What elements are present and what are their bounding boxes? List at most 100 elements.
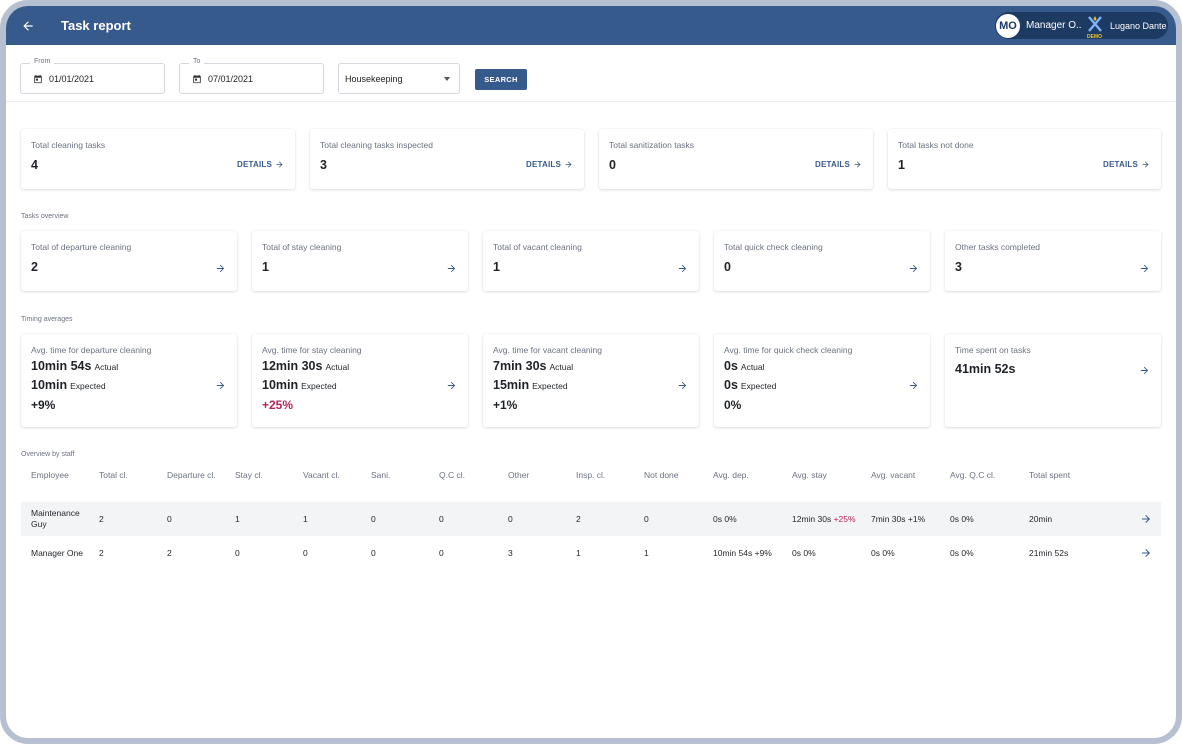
other-tasks: 0 xyxy=(508,514,513,524)
details-link[interactable]: DETAILS xyxy=(526,160,573,169)
overview-card-other[interactable]: Other tasks completed 3 xyxy=(945,231,1161,291)
avg-departure: 10min 54s +9% xyxy=(713,548,772,558)
overview-card-stay[interactable]: Total of stay cleaning 1 xyxy=(252,231,468,291)
avg-time: 0s xyxy=(713,514,722,524)
arrow-right-icon[interactable] xyxy=(1139,512,1153,526)
avg-time: 0s xyxy=(792,548,801,558)
avatar: MO xyxy=(996,13,1020,38)
arrow-right-icon[interactable] xyxy=(213,261,227,275)
arrow-right-icon[interactable] xyxy=(675,261,689,275)
employee-name: Manager One xyxy=(31,548,83,558)
arrow-right-icon[interactable] xyxy=(444,378,458,392)
inspected: 2 xyxy=(576,514,581,524)
stay-cleaning: 0 xyxy=(235,548,240,558)
column-header: Total cl. xyxy=(99,470,128,480)
to-date-value: 07/01/2021 xyxy=(208,73,254,84)
expected-label: Expected xyxy=(532,381,568,391)
card-value: 3 xyxy=(320,158,327,172)
table-row[interactable]: Manager One 2 2 0 0 0 0 3 1 1 10min 54s … xyxy=(21,536,1161,570)
to-date-field[interactable]: To 07/01/2021 xyxy=(179,58,324,94)
column-header: Sani. xyxy=(371,470,391,480)
card-value: 0 xyxy=(609,158,616,172)
summary-card-inspected: Total cleaning tasks inspected 3 DETAILS xyxy=(310,129,584,189)
app-bar: Task report MO Manager O... DEMO Lugano … xyxy=(6,6,1176,45)
overview-card-departure[interactable]: Total of departure cleaning 2 xyxy=(21,231,237,291)
timing-card-vacant[interactable]: Avg. time for vacant cleaning 7min 30s Ac… xyxy=(483,334,699,427)
timing-card-departure[interactable]: Avg. time for departure cleaning 10min 5… xyxy=(21,334,237,427)
vacant-cleaning: 0 xyxy=(303,548,308,558)
back-button[interactable] xyxy=(16,14,40,38)
logo-demo-text: DEMO xyxy=(1087,33,1102,40)
arrow-right-icon[interactable] xyxy=(1137,363,1151,377)
timing-card-time-spent[interactable]: Time spent on tasks 41min 52s xyxy=(945,334,1161,427)
divider xyxy=(6,101,1176,102)
card-label: Avg. time for stay cleaning xyxy=(262,345,362,355)
summary-card-not-done: Total tasks not done 1 DETAILS xyxy=(888,129,1161,189)
avg-percent: 0% xyxy=(961,514,974,524)
hotel-logo: DEMO xyxy=(1086,15,1104,40)
column-header: Avg. vacant xyxy=(871,470,916,480)
time-spent-value: 41min 52s xyxy=(955,362,1016,376)
section-label-timing: Timing averages xyxy=(21,316,73,323)
from-date-field[interactable]: From 01/01/2021 xyxy=(20,58,165,94)
page-title: Task report xyxy=(61,18,131,33)
arrow-right-icon[interactable] xyxy=(675,378,689,392)
arrow-right-icon[interactable] xyxy=(1139,546,1153,560)
department-value: Housekeeping xyxy=(345,73,403,84)
details-label: DETAILS xyxy=(525,160,561,169)
expected-time: 15min xyxy=(493,378,530,392)
card-value: 1 xyxy=(493,260,500,274)
column-header: Total spent xyxy=(1029,470,1071,480)
not-done: 0 xyxy=(644,514,649,524)
avg-percent: +1% xyxy=(907,514,926,524)
total-cleaning: 2 xyxy=(99,514,104,524)
card-value: 3 xyxy=(955,260,962,274)
avg-time: 7min 30s xyxy=(871,514,906,524)
arrow-right-icon xyxy=(854,161,861,168)
other-tasks: 3 xyxy=(508,548,513,558)
details-link[interactable]: DETAILS xyxy=(815,160,862,169)
card-label: Total cleaning tasks xyxy=(31,140,106,150)
card-label: Total tasks not done xyxy=(898,140,974,150)
department-select[interactable]: Housekeeping xyxy=(338,63,460,94)
quick-check: 0 xyxy=(439,514,444,524)
search-button[interactable]: SEARCH xyxy=(475,69,527,90)
avg-percent: 0% xyxy=(803,548,816,558)
avg-departure: 0s 0% xyxy=(713,514,737,524)
actual-label: Actual xyxy=(740,362,765,372)
timing-card-quick-check[interactable]: Avg. time for quick check cleaning 0s Act… xyxy=(714,334,930,427)
user-name: Manager O... xyxy=(1026,20,1082,31)
arrow-right-icon[interactable] xyxy=(1137,261,1151,275)
diff-percent: +25% xyxy=(262,398,294,412)
details-link[interactable]: DETAILS xyxy=(237,160,284,169)
details-link[interactable]: DETAILS xyxy=(1103,160,1150,169)
details-label: DETAILS xyxy=(814,160,850,169)
timing-card-stay[interactable]: Avg. time for stay cleaning 12min 30s Act… xyxy=(252,334,468,427)
actual-label: Actual xyxy=(325,362,350,372)
expected-time: 0s xyxy=(724,378,738,392)
arrow-right-icon[interactable] xyxy=(444,261,458,275)
vacant-cleaning: 1 xyxy=(303,514,308,524)
user-menu[interactable]: MO Manager O... DEMO Lugano Dante xyxy=(995,12,1168,40)
avg-time: 10min 54s xyxy=(713,548,753,558)
card-label: Avg. time for departure cleaning xyxy=(31,345,152,355)
arrow-right-icon[interactable] xyxy=(906,378,920,392)
avg-stay: 0s 0% xyxy=(792,548,816,558)
inspected: 1 xyxy=(576,548,581,558)
hotel-logo-icon xyxy=(1088,15,1102,32)
arrow-right-icon[interactable] xyxy=(906,261,920,275)
expected-label: Expected xyxy=(740,381,777,391)
arrow-right-icon[interactable] xyxy=(213,378,227,392)
overview-card-quick-check[interactable]: Total quick check cleaning 0 xyxy=(714,231,930,291)
avg-quick-check: 0s 0% xyxy=(950,548,974,558)
overview-card-vacant[interactable]: Total of vacant cleaning 1 xyxy=(483,231,699,291)
column-header: Insp. cl. xyxy=(576,470,606,480)
column-header: Avg. dep. xyxy=(713,470,749,480)
from-label: From xyxy=(30,58,55,65)
expected-time: 10min xyxy=(262,378,299,392)
expected-label: Expected xyxy=(70,381,106,391)
card-label: Other tasks completed xyxy=(955,242,1041,252)
table-row[interactable]: Maintenance Guy 2 0 1 1 0 0 0 2 0 0s 0% … xyxy=(21,502,1161,536)
section-label-staff: Overview by staff xyxy=(21,451,75,458)
